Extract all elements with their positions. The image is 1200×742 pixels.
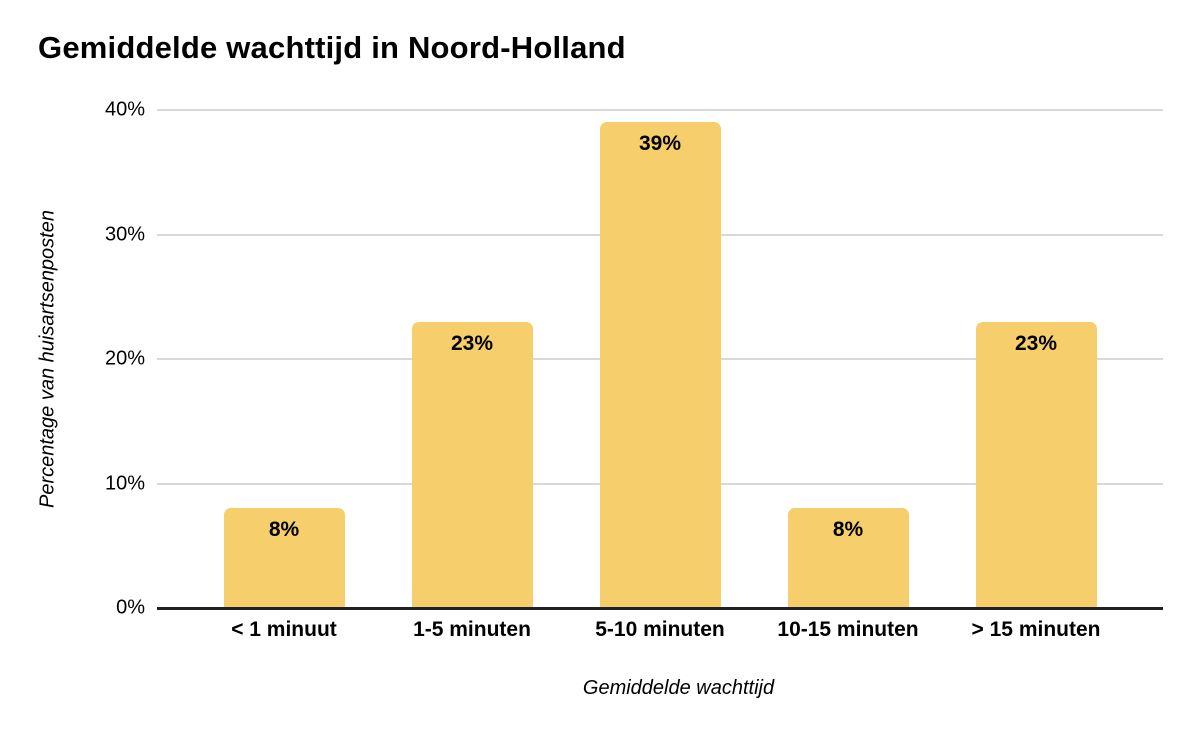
y-axis-ticks: 0% 10% 20% 30% 40% [0,99,145,619]
x-category-label: < 1 minuut [231,618,337,641]
y-axis-tick-label: 20% [104,347,145,370]
bar-4: 8% [787,508,909,608]
x-category-5: > 15 minuten [972,618,1101,642]
bar-value-label: 23% [450,331,494,355]
bar-value-label: 8% [268,518,300,542]
x-category-4: 10-15 minuten [777,618,918,642]
bar-1: 8% [223,508,345,608]
gridline [157,109,1163,111]
x-axis-title: Gemiddelde wachttijd [582,677,775,699]
x-category-label: 5-10 minuten [595,618,725,641]
bar-value-label: 8% [832,518,864,542]
x-category-label: > 15 minuten [971,618,1101,641]
x-category-1: < 1 minuut [224,618,345,642]
chart-title: Gemiddelde wachttijd in Noord-Holland [38,30,626,65]
x-category-label: 1-5 minuten [413,618,531,641]
x-category-3: 5-10 minuten [595,618,725,642]
bar-5: 23% [975,321,1097,608]
bar-value-label: 23% [1014,331,1058,355]
x-category-label: 10-15 minuten [777,618,919,641]
bar-2: 23% [411,321,533,608]
y-axis-tick-label: 0% [116,596,145,619]
plot-area: 8% 23% 39% 8% 23% [157,109,1163,610]
x-category-2: 1-5 minuten [412,618,533,642]
y-axis-tick-label: 30% [104,223,145,245]
bars-row: 8% 23% 39% 8% 23% [157,110,1163,608]
x-axis-categories: < 1 minuut 1-5 minuten 5-10 minuten 10-15 m… [157,618,1163,642]
y-axis-tick-label: 40% [104,98,145,121]
x-axis-baseline [157,607,1163,610]
y-axis-tick-label: 10% [104,472,145,494]
bar-3: 39% [599,122,721,608]
bar-value-label: 39% [638,132,682,156]
